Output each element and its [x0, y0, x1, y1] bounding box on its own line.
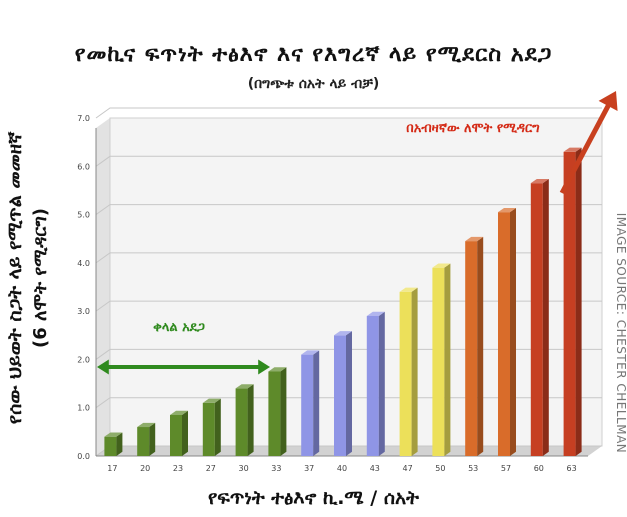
- x-tick-label: 47: [403, 464, 413, 473]
- bar-top: [334, 331, 352, 336]
- y-tick-label: 4.0: [77, 259, 90, 268]
- x-tick-label: 37: [304, 464, 314, 473]
- bar-top: [170, 410, 188, 415]
- bar-top: [366, 311, 385, 316]
- chart-subtitle: (በግጭቱ ሰአት ላይ ብቻ): [247, 76, 380, 92]
- bar-side: [378, 311, 385, 456]
- bar: [268, 371, 281, 456]
- bar: [399, 291, 412, 456]
- bar: [235, 388, 248, 456]
- bar: [301, 354, 314, 456]
- bar-top: [465, 236, 484, 242]
- gridline: [95, 155, 602, 167]
- x-tick-label: 40: [337, 464, 347, 473]
- y-tick-label: 6.0: [77, 162, 90, 171]
- x-axis-label: የፍጥነት ተፅእኖ ኪ.ሜ / ሰአት: [208, 487, 419, 509]
- bar-side: [477, 236, 484, 456]
- bar: [104, 436, 117, 456]
- x-tick-label: 30: [239, 464, 249, 473]
- gridline: [95, 252, 602, 264]
- light-injury-arrowhead-left: [97, 359, 109, 375]
- x-tick-label: 53: [468, 464, 478, 473]
- side-wall: [96, 118, 110, 456]
- bar: [563, 151, 576, 457]
- x-tick-label: 63: [567, 464, 577, 473]
- light-injury-arrowhead-right: [258, 359, 270, 375]
- fatal-arrow: [559, 98, 614, 195]
- x-tick-label: 50: [435, 464, 445, 473]
- bar-top: [498, 207, 516, 213]
- x-tick-label: 27: [206, 464, 216, 473]
- bar-side: [214, 398, 221, 456]
- bar: [334, 335, 346, 456]
- x-tick-label: 60: [534, 464, 544, 473]
- bar-side: [575, 147, 582, 456]
- bar-side: [247, 384, 254, 456]
- bar-side: [182, 410, 188, 456]
- x-tick-label: 43: [370, 464, 380, 473]
- bar-top: [268, 367, 287, 372]
- gridline: [95, 204, 602, 215]
- y-tick-label: 3.0: [77, 307, 90, 316]
- fatal-label: በአብዛኛው ለሞት የሚዳርግ: [406, 121, 540, 136]
- x-tick-label: 23: [173, 464, 183, 473]
- y-tick-label: 5.0: [77, 211, 90, 220]
- plot-back-wall: [109, 117, 603, 447]
- bar-side: [542, 178, 549, 456]
- bar: [366, 315, 379, 456]
- bar: [530, 183, 543, 456]
- bar: [137, 427, 150, 456]
- bar-side: [510, 207, 516, 456]
- bar-side: [149, 422, 156, 456]
- x-tick-label: 57: [501, 464, 511, 473]
- y-tick-label: 1.0: [77, 404, 90, 413]
- bar-side: [346, 331, 352, 456]
- bar-side: [280, 367, 287, 456]
- bar-top: [104, 432, 123, 437]
- bar: [465, 241, 478, 456]
- y-tick-label: 7.0: [77, 114, 90, 123]
- bar: [432, 267, 445, 456]
- x-tick-label: 33: [271, 464, 281, 473]
- y-tick-label: 0.0: [77, 452, 90, 461]
- bar-top: [301, 350, 320, 355]
- bar-side: [444, 263, 451, 456]
- bar-top: [563, 147, 582, 152]
- chart-title: የመኪና ፍጥነት ተፅእኖ እና የእግረኛ ላይ የሚደርስ አደጋ: [74, 42, 553, 67]
- bar-side: [116, 432, 123, 456]
- bar-top: [399, 287, 418, 292]
- x-tick-label: 17: [107, 464, 117, 473]
- bar: [498, 212, 510, 456]
- bar-side: [411, 287, 418, 456]
- bar: [202, 402, 215, 456]
- y-tick-label: 2.0: [77, 355, 90, 364]
- bar-top: [432, 263, 451, 268]
- x-tick-label: 20: [140, 464, 150, 473]
- bar-top: [530, 178, 549, 184]
- bar-side: [313, 350, 320, 456]
- gridline: [95, 107, 602, 119]
- fatal-arrowhead: [598, 91, 618, 111]
- bar-top: [202, 398, 221, 403]
- bar: [170, 414, 182, 456]
- bar-top: [137, 422, 156, 428]
- light-injury-label: ቀላል አደጋ: [153, 320, 205, 335]
- bar-top: [235, 384, 254, 389]
